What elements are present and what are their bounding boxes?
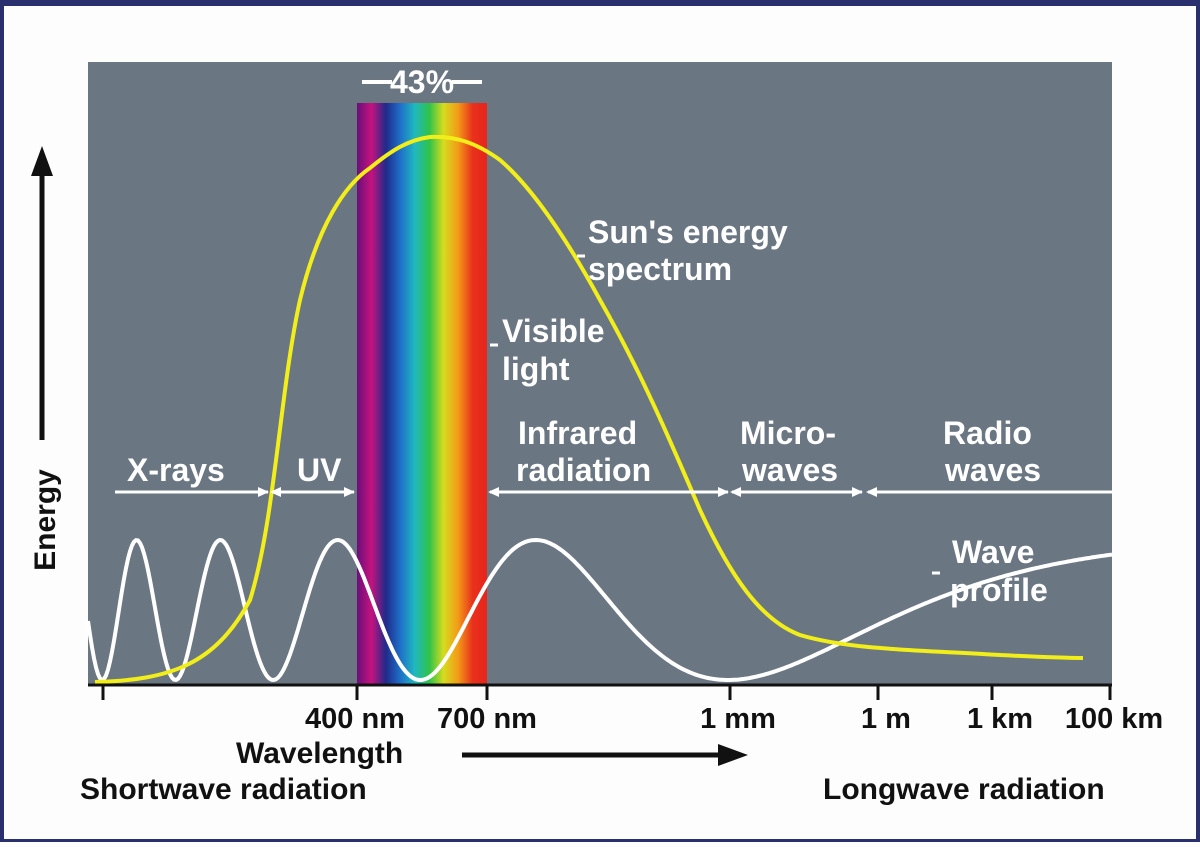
region-label-microwaves-1: Micro- (740, 415, 836, 451)
wave-profile-label-1: Wave (952, 534, 1034, 570)
wave-profile-curve (86, 537, 1113, 683)
sun-spectrum-label-1: Sun's energy (588, 214, 788, 250)
percent-label: 43% (390, 64, 454, 100)
region-label-xrays: X-rays (127, 452, 225, 488)
sun-energy-curve (94, 134, 1084, 684)
tick-label-1km: 1 km (967, 703, 1033, 735)
region-label-infrared-2: radiation (516, 452, 651, 488)
tick-label-100km: 100 km (1065, 703, 1163, 735)
y-axis-arrow-head (31, 146, 53, 176)
y-axis-title: Energy (29, 469, 62, 571)
wave-profile-label-2: profile (950, 572, 1048, 608)
tick-label-700nm: 700 nm (437, 703, 537, 735)
visible-light-label-1: Visible (502, 313, 605, 349)
plot-background (88, 62, 1112, 685)
visible-light-label-2: light (502, 351, 570, 387)
region-label-uv: UV (297, 452, 342, 488)
x-axis-title: Wavelength (236, 737, 403, 770)
region-label-radio-1: Radio (943, 415, 1032, 451)
x-axis-arrow-head (718, 744, 748, 766)
visible-percentage: 43% (362, 64, 482, 100)
tick-label-1mm: 1 mm (700, 703, 776, 735)
visible-spectrum-band (357, 103, 487, 685)
region-label-microwaves-2: waves (741, 452, 838, 488)
longwave-caption: Longwave radiation (823, 773, 1105, 806)
tick-label-1m: 1 m (861, 703, 911, 735)
region-label-radio-2: waves (944, 452, 1041, 488)
tick-label-400nm: 400 nm (305, 703, 405, 735)
x-axis-ticks (101, 685, 1112, 700)
shortwave-caption: Shortwave radiation (80, 773, 367, 806)
sun-spectrum-label-2: spectrum (588, 251, 732, 287)
region-label-infrared-1: Infrared (518, 415, 637, 451)
